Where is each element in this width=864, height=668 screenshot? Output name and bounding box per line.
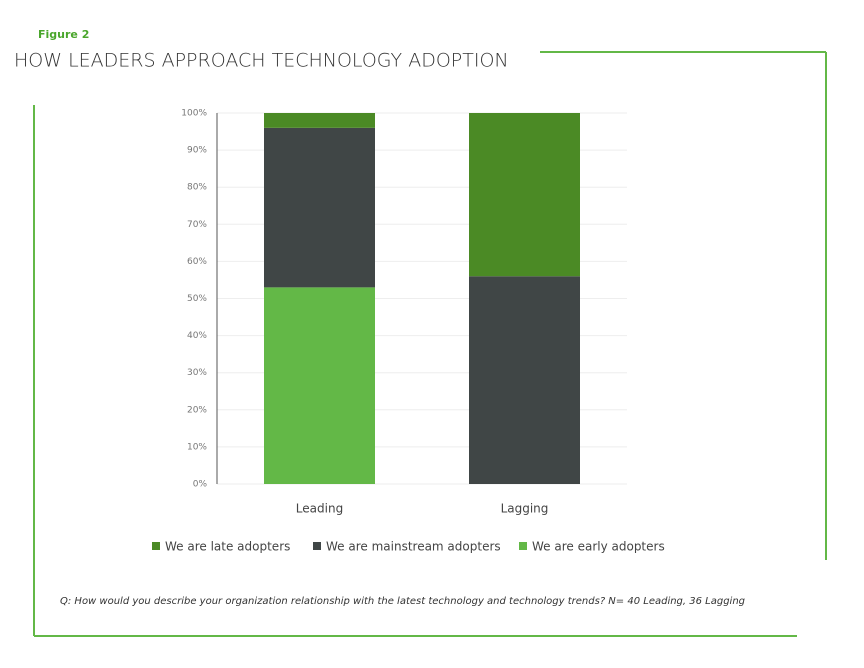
footnote: Q: How would you describe your organizat…: [60, 596, 745, 607]
x-tick-label: Leading: [296, 502, 343, 516]
y-tick-label: 100%: [181, 109, 207, 119]
legend-swatch: [313, 542, 321, 550]
bar-segment: [264, 113, 375, 128]
y-tick-label: 90%: [187, 146, 207, 156]
y-tick-label: 70%: [187, 220, 207, 230]
legend-swatch: [519, 542, 527, 550]
y-tick-label: 50%: [187, 294, 207, 304]
legend-label: We are early adopters: [532, 540, 665, 554]
y-tick-label: 60%: [187, 257, 207, 267]
legend-swatch: [152, 542, 160, 550]
y-tick-label: 10%: [187, 442, 207, 452]
y-tick-label: 0%: [193, 480, 208, 490]
legend-label: We are late adopters: [165, 540, 290, 554]
y-tick-label: 20%: [187, 405, 207, 415]
y-tick-label: 30%: [187, 368, 207, 378]
figure-label: Figure 2: [38, 28, 89, 41]
x-tick-label: Lagging: [501, 502, 549, 516]
bar-segment: [469, 276, 580, 484]
bar-segment: [264, 127, 375, 288]
y-tick-label: 40%: [187, 331, 207, 341]
bar-segment: [264, 287, 375, 484]
chart-title: HOW LEADERS APPROACH TECHNOLOGY ADOPTION: [14, 50, 509, 72]
y-tick-label: 80%: [187, 183, 207, 193]
legend-label: We are mainstream adopters: [326, 540, 501, 554]
bar-segment: [469, 113, 580, 277]
